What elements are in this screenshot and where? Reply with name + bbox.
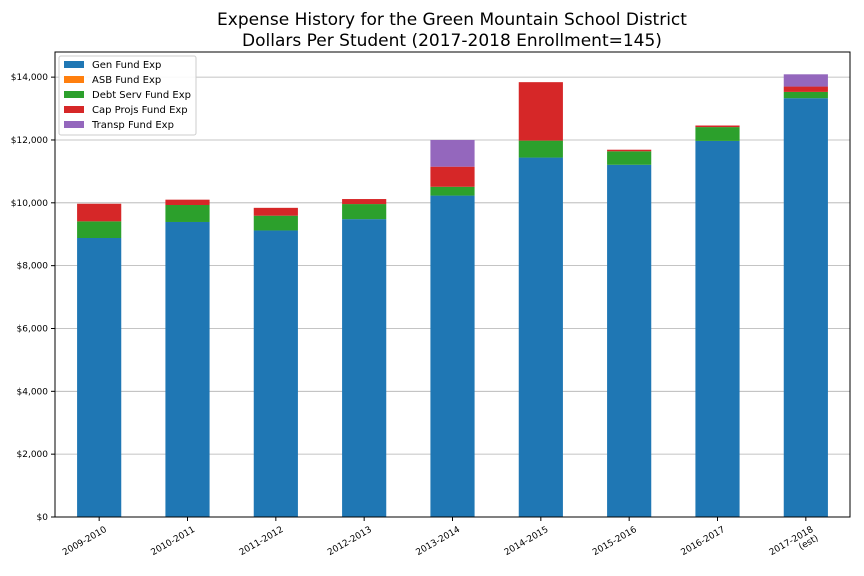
bar-segment xyxy=(783,98,828,517)
bar-segment xyxy=(783,74,828,87)
bar-segment xyxy=(342,199,387,205)
x-tick-label-line: 2012-2013 xyxy=(326,525,373,558)
bar-segment xyxy=(607,149,652,152)
bar-segment xyxy=(783,86,828,92)
y-tick-label: $4,000 xyxy=(17,387,49,397)
bar-segment xyxy=(607,164,652,517)
legend-label: Transp Fund Exp xyxy=(91,120,174,131)
y-tick-label: $6,000 xyxy=(17,324,49,334)
bar-segment xyxy=(342,204,387,220)
bar-segment xyxy=(253,215,298,231)
bar-segment xyxy=(518,82,563,141)
bar-segment xyxy=(430,195,475,517)
x-tick-label: 2010-2011 xyxy=(150,525,197,558)
bar-segment xyxy=(77,238,122,517)
legend-label: Cap Projs Fund Exp xyxy=(92,105,188,116)
y-tick-label: $14,000 xyxy=(11,73,48,83)
bar-segment xyxy=(165,221,210,517)
x-tick-label: 2016-2017 xyxy=(680,525,727,558)
x-tick-label: 2014-2015 xyxy=(503,525,550,558)
y-tick-label: $10,000 xyxy=(11,199,48,209)
bar-segment xyxy=(77,221,122,238)
bar-segment xyxy=(165,199,210,206)
bar-segment xyxy=(695,127,740,141)
bar-segment xyxy=(607,151,652,165)
x-tick-label: 2017-2018(est) xyxy=(768,525,820,558)
bar-segment xyxy=(430,166,475,187)
legend-label: ASB Fund Exp xyxy=(92,75,161,86)
x-tick-label: 2011-2012 xyxy=(238,525,285,558)
bar-segment xyxy=(518,157,563,517)
y-tick-label: $2,000 xyxy=(17,450,49,460)
x-tick-label-line: 2016-2017 xyxy=(680,525,727,558)
x-axis: 2009-2010 2010-2011 2011-2012 2012-2013 2013… xyxy=(61,517,820,558)
legend-swatch xyxy=(64,61,84,68)
x-tick-label-line: 2014-2015 xyxy=(503,525,550,558)
legend-swatch xyxy=(64,121,84,128)
y-tick-label: $12,000 xyxy=(11,136,48,146)
x-tick-label: 2013-2014 xyxy=(415,525,463,558)
bar-segment xyxy=(165,205,210,222)
bar-segment xyxy=(430,139,475,167)
y-axis: $0 $2,000 $4,000 $6,000 $8,000 $10,000 $12,000… xyxy=(11,73,55,523)
chart-title-line-2: Dollars Per Student (2017-2018 Enrollmen… xyxy=(242,31,662,51)
legend-swatch xyxy=(64,91,84,98)
bars xyxy=(77,74,828,518)
bar-segment xyxy=(253,207,298,216)
legend-box xyxy=(58,55,197,136)
y-tick-label: $8,000 xyxy=(17,262,49,272)
x-tick-label: 2009-2010 xyxy=(61,525,109,558)
bar-segment xyxy=(77,203,122,222)
legend: Gen Fund Exp ASB Fund Exp Debt Serv Fund E… xyxy=(58,55,197,136)
x-tick-label: 2012-2013 xyxy=(326,525,373,558)
x-tick-label-line: 2010-2011 xyxy=(150,525,197,558)
legend-label: Gen Fund Exp xyxy=(92,60,161,71)
x-tick-label-line: 2015-2016 xyxy=(591,525,639,558)
x-tick-label-line: 2013-2014 xyxy=(415,525,463,558)
bar-segment xyxy=(518,140,563,158)
bar-segment xyxy=(253,230,298,517)
bar-segment xyxy=(430,186,475,196)
bar-segment xyxy=(695,125,740,128)
legend-swatch xyxy=(64,106,84,113)
bar-segment xyxy=(783,91,828,99)
plot-frame xyxy=(54,51,851,518)
legend-swatch xyxy=(64,76,84,83)
x-tick-label: 2015-2016 xyxy=(591,525,639,558)
y-tick-label: $0 xyxy=(37,513,49,523)
x-tick-label-line: 2011-2012 xyxy=(238,525,285,558)
legend-label: Debt Serv Fund Exp xyxy=(92,90,191,101)
chart-title-line-1: Expense History for the Green Mountain S… xyxy=(217,10,687,30)
x-tick-label-line: 2009-2010 xyxy=(61,525,109,558)
bar-segment xyxy=(342,219,387,517)
bar-segment xyxy=(695,140,740,518)
